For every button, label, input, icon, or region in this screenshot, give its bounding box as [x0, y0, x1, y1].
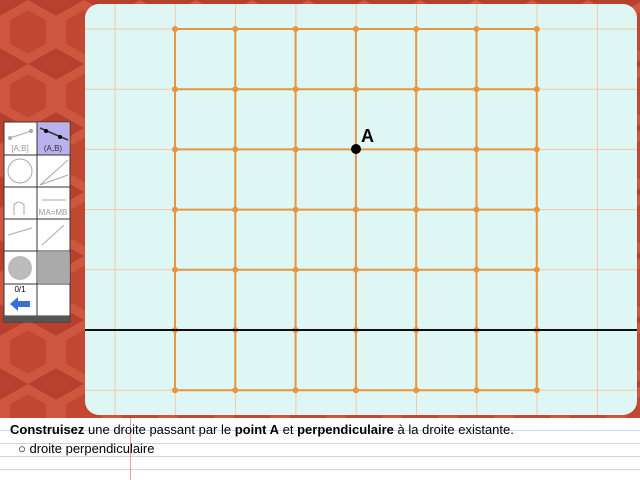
tool-label[interactable]: [A;B]	[11, 144, 28, 153]
grid-point	[473, 206, 480, 213]
instruction-part: à la droite existante.	[393, 422, 514, 437]
grid-point	[413, 387, 420, 394]
grid-point	[172, 387, 178, 394]
point-a[interactable]	[351, 144, 361, 154]
grid-point	[533, 206, 540, 213]
grid-point	[172, 26, 178, 32]
grid-point	[352, 86, 359, 93]
margin-line	[130, 418, 131, 480]
instruction: Construisez une droite passant par le po…	[10, 422, 514, 437]
task[interactable]: ○ droite perpendiculaire	[18, 441, 155, 456]
grid-point	[352, 206, 359, 213]
grid-point	[292, 387, 299, 394]
task-label: droite perpendiculaire	[29, 441, 155, 456]
point-label: A	[361, 126, 374, 146]
grid-point	[232, 387, 239, 394]
instruction-part: Construisez	[10, 422, 85, 437]
grid-point	[473, 387, 480, 394]
grid-point	[352, 266, 359, 273]
instruction-part: et	[279, 422, 298, 437]
grid-point	[352, 387, 359, 394]
instruction-panel: Construisez une droite passant par le po…	[0, 418, 640, 480]
instruction-part: point A	[234, 422, 280, 437]
grid-point	[533, 387, 540, 394]
instruction-part: perpendiculaire	[297, 422, 394, 437]
grid-point	[533, 26, 540, 32]
tool-label[interactable]: (A,B)	[44, 144, 63, 153]
grid-point	[172, 266, 178, 273]
grid-point	[533, 266, 540, 273]
grid-point	[292, 26, 299, 32]
grid-point	[292, 266, 299, 273]
grid-point	[413, 146, 420, 153]
grid-point	[232, 26, 239, 32]
workspace: A [A;B] (A,B) MA=MB 0/1	[0, 0, 640, 420]
score: 0/1	[14, 285, 26, 294]
grid-point	[232, 86, 239, 93]
grid-point	[473, 146, 480, 153]
grid-point	[413, 266, 420, 273]
undo[interactable]	[10, 297, 30, 311]
grid-point	[533, 146, 540, 153]
grid-point	[292, 206, 299, 213]
grid-point	[232, 266, 239, 273]
instruction-part: une droite passant par le	[84, 422, 235, 437]
grid-point	[172, 86, 178, 93]
grid-point	[232, 206, 239, 213]
grid-point	[413, 26, 420, 32]
grid-point	[413, 206, 420, 213]
grid-point	[292, 146, 299, 153]
toolbar: [A;B] (A,B) MA=MB 0/1	[3, 121, 71, 323]
tool-label[interactable]: MA=MB	[39, 208, 68, 217]
grid-point	[473, 266, 480, 273]
grid-point	[413, 86, 420, 93]
grid-point	[172, 206, 178, 213]
grid-point	[292, 86, 299, 93]
grid-point	[473, 26, 480, 32]
grid-point	[533, 86, 540, 93]
grid-point	[473, 86, 480, 93]
grid-point	[172, 146, 178, 153]
grid-point	[352, 26, 359, 32]
grid-point	[232, 146, 239, 153]
